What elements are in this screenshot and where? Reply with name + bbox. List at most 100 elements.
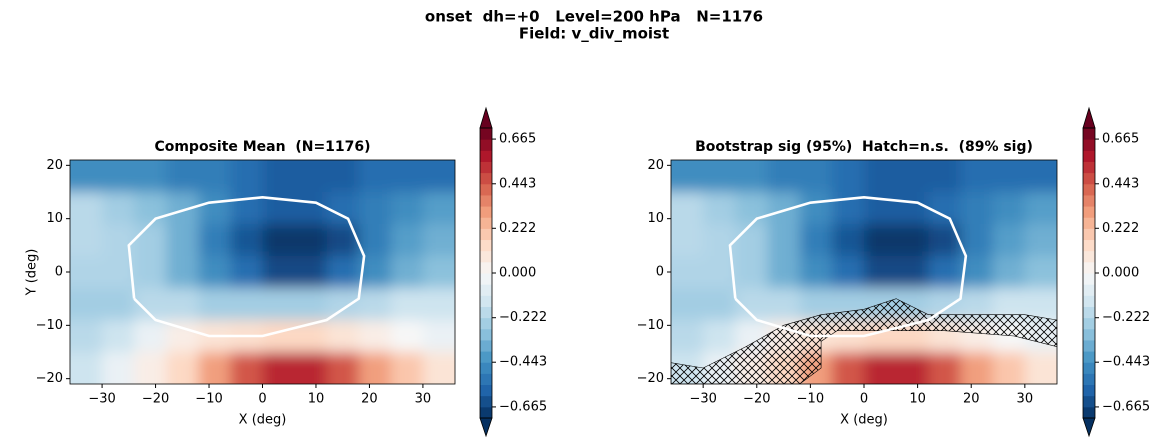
field-cell [70, 288, 103, 321]
colorbar-tick-label: 0.222 [499, 221, 536, 236]
colorbar-extend-top [1082, 106, 1096, 129]
field-cell [390, 256, 424, 289]
colorbar-band [1083, 261, 1095, 274]
field-cell [1024, 352, 1057, 384]
colorbar-band [480, 161, 492, 174]
field [671, 160, 1057, 384]
colorbar-band [1083, 339, 1095, 352]
field-cell [198, 224, 231, 257]
field-cell [102, 352, 135, 384]
colorbar-band [480, 284, 492, 296]
field-cell [735, 160, 768, 193]
field-cell [992, 352, 1026, 384]
y-tick-label: 20 [46, 158, 63, 173]
colorbar-band [480, 339, 492, 352]
y-tick-label: −20 [637, 371, 664, 386]
field-cell [102, 192, 135, 225]
x-tick-label: −30 [88, 392, 115, 407]
field-cell [230, 352, 263, 384]
colorbar-tick-label: 0.000 [1102, 266, 1139, 281]
field-cell [928, 192, 961, 225]
colorbar-band [1083, 273, 1095, 285]
suptitle: onset dh=+0 Level=200 hPa N=1176 [425, 8, 763, 26]
x-tick-label: 30 [415, 392, 432, 407]
field-cell [767, 160, 801, 193]
field-cell [390, 160, 424, 193]
colorbar-band [480, 351, 492, 363]
field-cell [422, 352, 455, 384]
field-cell [326, 320, 360, 353]
field-cell [134, 256, 167, 289]
colorbar-tick-label: −0.665 [499, 399, 547, 414]
field-cell [735, 256, 768, 289]
colorbar-band [1083, 328, 1095, 341]
suptitle-field: Field: v_div_moist [519, 25, 669, 43]
field-cell [928, 224, 961, 257]
field-cell [831, 160, 865, 193]
field-cell [960, 192, 994, 225]
colorbar-band [1083, 295, 1095, 307]
field-cell [735, 192, 768, 225]
colorbar-band [1083, 406, 1095, 419]
field-cell [70, 192, 103, 225]
colorbar-band [1083, 384, 1095, 397]
field-cell [1024, 224, 1057, 257]
x-tick-label: −10 [195, 392, 222, 407]
colorbar-band [1083, 206, 1095, 218]
field-cell [831, 352, 865, 384]
colorbar-band [480, 250, 492, 263]
field-cell [70, 256, 103, 289]
colorbar-tick-label: −0.443 [1102, 355, 1150, 370]
colorbar-band [1083, 172, 1095, 185]
field-cell [767, 224, 801, 257]
colorbar-band [1083, 373, 1095, 386]
field-cell [960, 224, 994, 257]
field-cell [262, 352, 296, 384]
x-tick-label: 20 [361, 392, 378, 407]
field-cell [864, 160, 897, 193]
field-cell [294, 160, 328, 193]
field-cell [390, 352, 424, 384]
field-cell [70, 352, 103, 384]
colorbar-band [1083, 317, 1095, 330]
field-cell [390, 224, 424, 257]
field-cell [358, 320, 392, 353]
colorbar-band [480, 206, 492, 218]
field-cell [928, 256, 961, 289]
y-tick-label: 10 [647, 211, 664, 226]
colorbar-tick-label: 0.665 [1102, 132, 1139, 147]
field-cell [102, 160, 135, 193]
field-cell [70, 224, 103, 257]
x-tick-label: −30 [689, 392, 716, 407]
field-cell [198, 352, 231, 384]
field-cell [422, 320, 455, 353]
field-cell [262, 256, 296, 289]
field-cell [262, 224, 296, 257]
field-cell [166, 288, 199, 321]
field-cell [390, 288, 424, 321]
field-cell [864, 224, 897, 257]
field-cell [294, 256, 328, 289]
field-cell [166, 160, 199, 193]
field-cell [960, 352, 994, 384]
colorbar-band [480, 317, 492, 330]
field-cell [326, 352, 360, 384]
field-cell [358, 224, 392, 257]
field-cell [864, 256, 897, 289]
field-cell [799, 160, 833, 193]
field-cell [198, 288, 231, 321]
colorbar-band [1083, 150, 1095, 162]
field-cell [230, 224, 263, 257]
field-blur [70, 160, 455, 384]
y-tick-label: −20 [36, 371, 63, 386]
contour-line [127, 196, 366, 338]
field-cell [703, 288, 736, 321]
field-cell [390, 320, 424, 353]
field-cell [992, 192, 1026, 225]
field-cell [70, 160, 103, 193]
field-cell [230, 160, 263, 193]
field-cell [70, 320, 103, 353]
field-cell [422, 160, 455, 193]
field-cell [703, 192, 736, 225]
